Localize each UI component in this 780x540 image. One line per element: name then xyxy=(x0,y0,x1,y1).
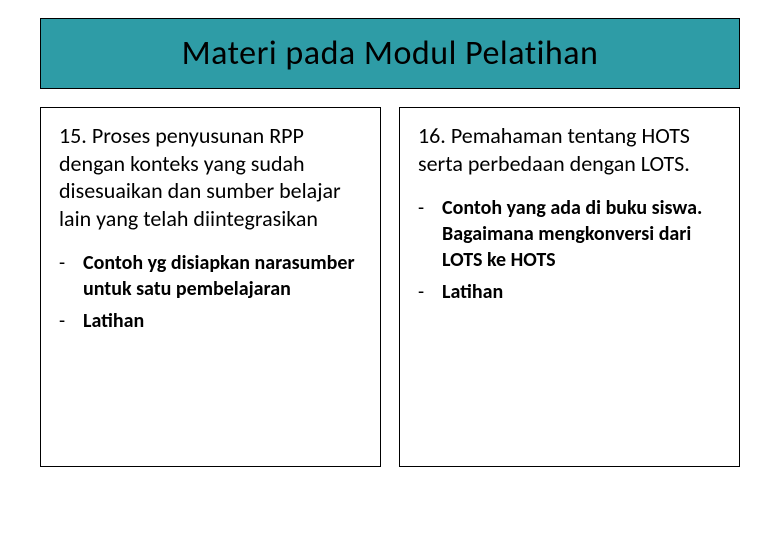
dash-icon: - xyxy=(418,279,442,305)
list-item: - Latihan xyxy=(418,279,721,305)
bullet-text: Contoh yg disiapkan narasumber untuk sat… xyxy=(83,250,362,302)
bullet-text: Latihan xyxy=(442,279,503,305)
card-15: 15. Proses penyusunan RPP dengan konteks… xyxy=(40,107,381,467)
list-item: - Latihan xyxy=(59,308,362,334)
list-item: - Contoh yang ada di buku siswa. Bagaima… xyxy=(418,195,721,273)
bullet-list: - Contoh yg disiapkan narasumber untuk s… xyxy=(59,250,362,334)
card-16: 16. Pemahaman tentang HOTS serta perbeda… xyxy=(399,107,740,467)
slide: Materi pada Modul Pelatihan 15. Proses p… xyxy=(0,0,780,540)
cards-row: 15. Proses penyusunan RPP dengan konteks… xyxy=(40,107,740,467)
bullet-list: - Contoh yang ada di buku siswa. Bagaima… xyxy=(418,195,721,305)
list-item: - Contoh yg disiapkan narasumber untuk s… xyxy=(59,250,362,302)
card-heading: 15. Proses penyusunan RPP dengan konteks… xyxy=(59,122,362,232)
title-bar: Materi pada Modul Pelatihan xyxy=(40,18,740,89)
dash-icon: - xyxy=(59,308,83,334)
slide-title: Materi pada Modul Pelatihan xyxy=(51,33,729,74)
bullet-text: Latihan xyxy=(83,308,144,334)
bullet-text: Contoh yang ada di buku siswa. Bagaimana… xyxy=(442,195,721,273)
dash-icon: - xyxy=(418,195,442,221)
dash-icon: - xyxy=(59,250,83,276)
card-heading: 16. Pemahaman tentang HOTS serta perbeda… xyxy=(418,122,721,177)
